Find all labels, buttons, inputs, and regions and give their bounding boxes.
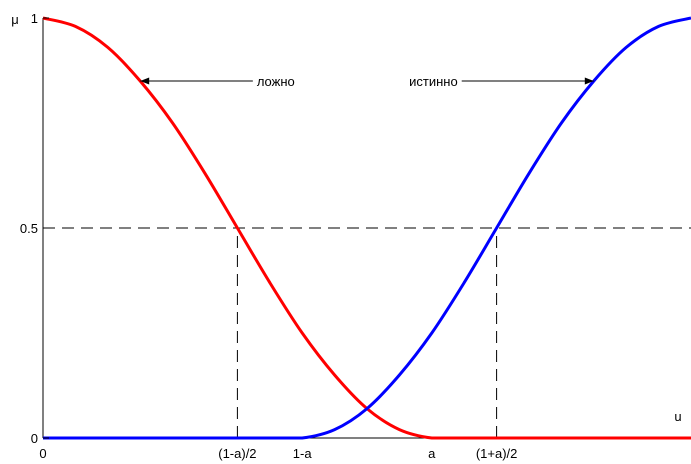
y-axis-label: μ (11, 12, 19, 27)
x-tick-label: (1+a)/2 (476, 446, 518, 461)
y-tick-label: 0.5 (20, 221, 38, 236)
reference-lines (43, 227, 691, 438)
y-tick-label: 1 (31, 11, 38, 26)
x-tick-label: (1-a)/2 (218, 446, 256, 461)
x-tick-label: 0 (39, 446, 46, 461)
annotation-label-true: истинно (409, 74, 458, 89)
x-tick-label: 1-a (293, 446, 313, 461)
annotation-label-false: ложно (257, 74, 295, 89)
annotations: ложно истинно (140, 74, 594, 89)
series-layer (42, 16, 691, 440)
tick-labels: 0 (1-a)/2 1-a a (1+a)/2 0 0.5 1 (20, 11, 517, 461)
annotation-arrowhead-true (584, 77, 594, 85)
series-line-true (42, 16, 691, 440)
x-axis-label: u (674, 409, 681, 424)
y-tick-label: 0 (31, 431, 38, 446)
x-tick-label: a (428, 446, 436, 461)
annotation-arrowhead-false (140, 77, 150, 85)
